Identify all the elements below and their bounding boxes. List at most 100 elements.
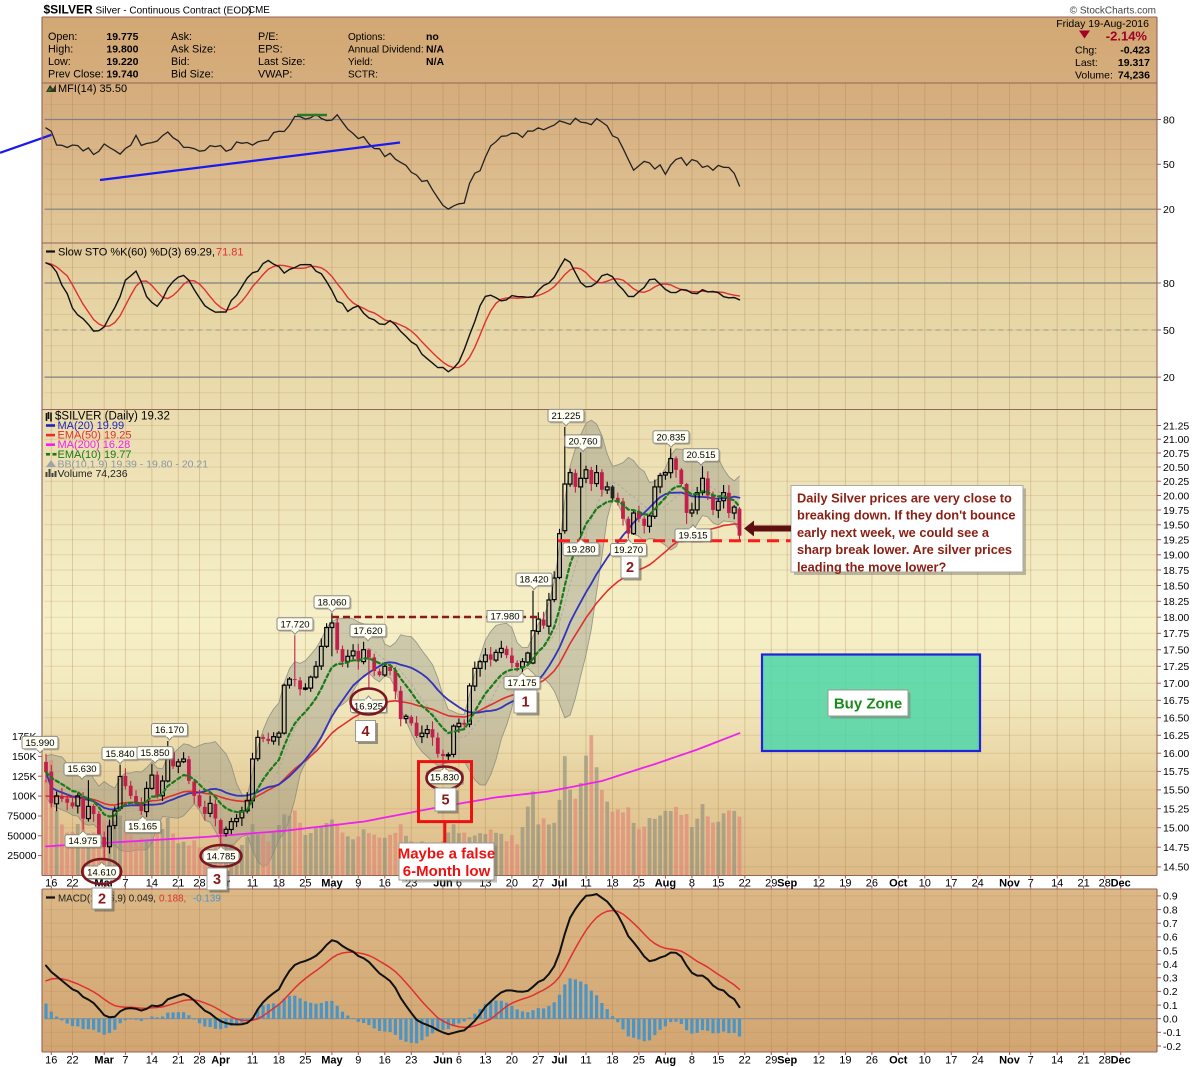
svg-text:Aug: Aug [655,877,676,889]
svg-text:26: 26 [866,877,878,889]
svg-text:17.00: 17.00 [1163,678,1189,690]
svg-text:9: 9 [355,1055,361,1067]
svg-text:21: 21 [172,1055,184,1067]
svg-text:22: 22 [739,877,751,889]
svg-text:0.0: 0.0 [1163,1014,1178,1026]
svg-text:0.5: 0.5 [1163,945,1178,957]
svg-text:16.170: 16.170 [155,725,184,736]
svg-text:N/A: N/A [426,44,445,56]
svg-text:19.00: 19.00 [1163,550,1189,562]
svg-text:18.420: 18.420 [519,575,548,586]
svg-text:100K: 100K [12,791,37,803]
svg-text:19.515: 19.515 [678,530,707,541]
svg-text:2: 2 [626,560,634,576]
svg-text:-0.423: -0.423 [1120,45,1150,57]
svg-text:VWAP:: VWAP: [258,69,292,81]
svg-text:9: 9 [355,877,361,889]
svg-text:18.00: 18.00 [1163,612,1189,624]
svg-text:20.760: 20.760 [568,436,597,447]
svg-text:12: 12 [813,877,825,889]
svg-text:-0.1: -0.1 [1163,1027,1181,1039]
svg-text:20: 20 [506,877,518,889]
svg-text:20.515: 20.515 [686,450,715,461]
svg-text:8: 8 [689,1055,695,1067]
svg-text:Aug: Aug [655,1055,676,1067]
svg-text:125K: 125K [12,771,37,783]
svg-text:17: 17 [945,877,957,889]
svg-text:EMA(10) 19.77: EMA(10) 19.77 [58,449,132,461]
svg-text:Friday 19-Aug-2016: Friday 19-Aug-2016 [1056,18,1149,30]
svg-text:16.50: 16.50 [1163,713,1189,725]
svg-text:Volume:: Volume: [1075,70,1113,82]
svg-text:11: 11 [580,877,591,889]
svg-text:50: 50 [1163,325,1175,337]
svg-text:19: 19 [839,1055,851,1067]
svg-text:71.81: 71.81 [216,247,244,259]
svg-text:14.75: 14.75 [1163,842,1189,854]
svg-text:20.00: 20.00 [1163,490,1189,502]
svg-text:Last Size:: Last Size: [258,56,305,68]
svg-text:19: 19 [839,877,851,889]
svg-text:Dec: Dec [1111,1055,1131,1067]
svg-text:15.25: 15.25 [1163,804,1189,816]
svg-text:29: 29 [765,877,777,889]
svg-text:150K: 150K [12,751,37,763]
svg-text:Sep: Sep [777,1055,797,1067]
svg-text:21: 21 [172,877,184,889]
svg-text:14.610: 14.610 [87,868,116,879]
svg-text:14.785: 14.785 [206,852,235,863]
svg-text:15.50: 15.50 [1163,785,1189,797]
svg-text:14: 14 [1051,1055,1063,1067]
svg-text:15.840: 15.840 [105,749,134,760]
svg-text:16.00: 16.00 [1163,748,1189,760]
svg-text:20: 20 [1163,204,1175,216]
svg-text:8: 8 [689,877,695,889]
svg-text:© StockCharts.com: © StockCharts.com [1070,6,1156,17]
svg-text:14: 14 [146,877,158,889]
svg-text:1: 1 [521,694,529,710]
svg-text:High:: High: [48,44,73,56]
svg-text:16: 16 [45,1055,57,1067]
svg-text:17.175: 17.175 [507,678,536,689]
svg-text:Oct: Oct [889,877,908,889]
svg-text:N/A: N/A [426,56,445,68]
svg-text:Low:: Low: [48,56,71,68]
svg-text:0.8: 0.8 [1163,904,1178,916]
svg-text:17.50: 17.50 [1163,645,1189,657]
svg-text:24: 24 [972,877,984,889]
svg-text:sharp break lower. Are silver: sharp break lower. Are silver prices [797,542,1012,557]
svg-text:18: 18 [606,877,618,889]
svg-text:CME: CME [248,5,270,16]
svg-text:19.775: 19.775 [106,31,138,43]
svg-text:23: 23 [405,1055,417,1067]
svg-text:19.270: 19.270 [614,545,643,556]
svg-text:Jun: Jun [433,1055,453,1067]
svg-text:May: May [321,1055,343,1067]
svg-text:May: May [321,877,343,889]
svg-text:15.00: 15.00 [1163,823,1189,835]
svg-text:Open:: Open: [48,31,77,43]
svg-text:Annual Dividend:: Annual Dividend: [348,45,424,56]
svg-text:29: 29 [765,1055,777,1067]
svg-text:Daily Silver prices are very c: Daily Silver prices are very close to [797,491,1012,506]
svg-text:P/E:: P/E: [258,31,278,43]
svg-text:11: 11 [580,1055,591,1067]
svg-text:18.25: 18.25 [1163,596,1189,608]
svg-text:14: 14 [1051,877,1063,889]
svg-text:2: 2 [98,891,106,907]
svg-text:18: 18 [273,1055,285,1067]
svg-text:Ask Size:: Ask Size: [171,44,216,56]
svg-text:11: 11 [247,877,258,889]
svg-text:18.060: 18.060 [317,597,346,608]
svg-text:Jul: Jul [552,1055,568,1067]
svg-text:20.50: 20.50 [1163,462,1189,474]
svg-text:24: 24 [972,1055,984,1067]
svg-text:17.720: 17.720 [280,619,309,630]
svg-text:EMA(50) 19.25: EMA(50) 19.25 [58,430,132,442]
svg-text:16: 16 [379,877,391,889]
svg-text:14.975: 14.975 [68,836,97,847]
svg-text:28: 28 [193,1055,205,1067]
svg-text:16: 16 [45,877,57,889]
svg-text:28: 28 [193,877,205,889]
svg-text:19.740: 19.740 [106,69,138,81]
